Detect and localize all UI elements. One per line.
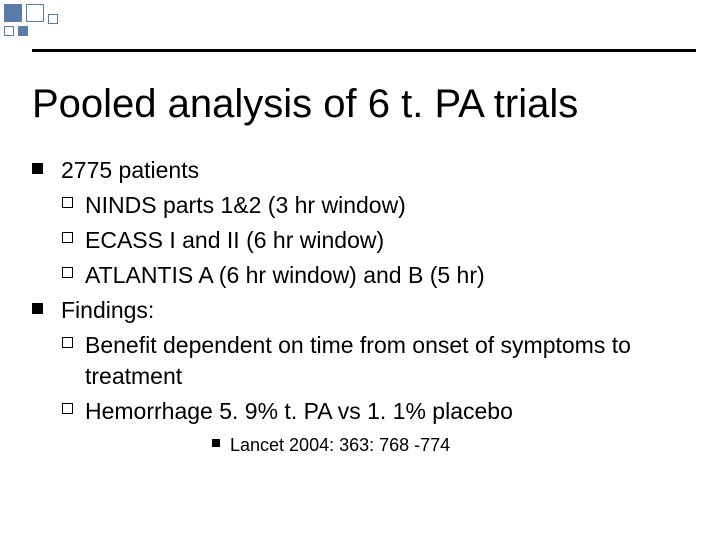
list-item-text: Hemorrhage 5. 9% t. PA vs 1. 1% placebo	[85, 396, 513, 427]
bullet-square-outline-icon	[62, 403, 73, 414]
citation-row: Lancet 2004: 363: 768 -774	[212, 433, 696, 457]
list-item: ECASS I and II (6 hr window)	[32, 225, 696, 256]
bullet-square-outline-icon	[62, 337, 73, 348]
slide-content: Pooled analysis of 6 t. PA trials 2775 p…	[32, 82, 696, 458]
citation-text: Lancet 2004: 363: 768 -774	[230, 433, 450, 457]
deco-square	[18, 26, 28, 36]
list-item-text: ECASS I and II (6 hr window)	[85, 225, 384, 256]
deco-square	[4, 26, 14, 36]
deco-square	[4, 4, 22, 22]
bullet-square-outline-icon	[62, 197, 73, 208]
bullet-square-outline-icon	[62, 267, 73, 278]
list-item-text: 2775 patients	[61, 155, 199, 186]
list-item-text: NINDS parts 1&2 (3 hr window)	[85, 190, 406, 221]
deco-square	[48, 14, 58, 24]
bullet-square-filled-icon	[32, 303, 43, 314]
bullet-square-filled-icon	[32, 163, 43, 174]
bullet-square-small-icon	[212, 439, 220, 447]
list-item-text: ATLANTIS A (6 hr window) and B (5 hr)	[85, 260, 485, 291]
corner-decoration	[0, 0, 140, 50]
list-item: Findings:	[32, 295, 696, 326]
list-item: 2775 patients	[32, 155, 696, 186]
list-item: ATLANTIS A (6 hr window) and B (5 hr)	[32, 260, 696, 291]
slide-title: Pooled analysis of 6 t. PA trials	[32, 82, 696, 127]
list-item: NINDS parts 1&2 (3 hr window)	[32, 190, 696, 221]
list-item-text: Findings:	[61, 295, 154, 326]
title-rule	[32, 49, 696, 52]
list-item: Hemorrhage 5. 9% t. PA vs 1. 1% placebo	[32, 396, 696, 427]
list-item: Benefit dependent on time from onset of …	[32, 330, 696, 392]
list-item-text: Benefit dependent on time from onset of …	[85, 330, 696, 392]
deco-square	[26, 4, 44, 22]
bullet-square-outline-icon	[62, 232, 73, 243]
